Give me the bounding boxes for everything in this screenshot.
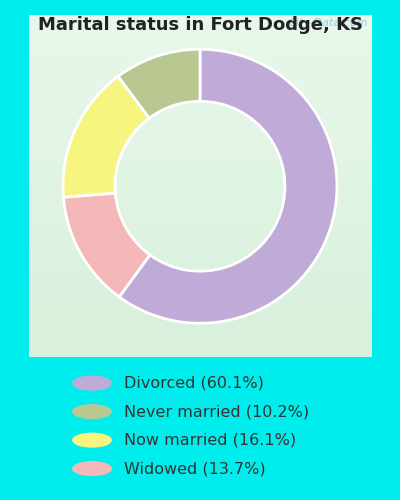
Wedge shape [118,50,200,118]
Circle shape [73,434,111,447]
Wedge shape [63,76,149,197]
Wedge shape [119,50,337,323]
Text: Now married (16.1%): Now married (16.1%) [124,432,296,448]
Text: Marital status in Fort Dodge, KS: Marital status in Fort Dodge, KS [38,16,362,34]
Text: Divorced (60.1%): Divorced (60.1%) [124,376,264,390]
Circle shape [73,405,111,418]
Text: City-Data.com: City-Data.com [288,18,368,28]
Circle shape [73,462,111,475]
Text: Widowed (13.7%): Widowed (13.7%) [124,461,266,476]
Circle shape [73,376,111,390]
Text: Never married (10.2%): Never married (10.2%) [124,404,309,419]
Wedge shape [64,193,150,297]
